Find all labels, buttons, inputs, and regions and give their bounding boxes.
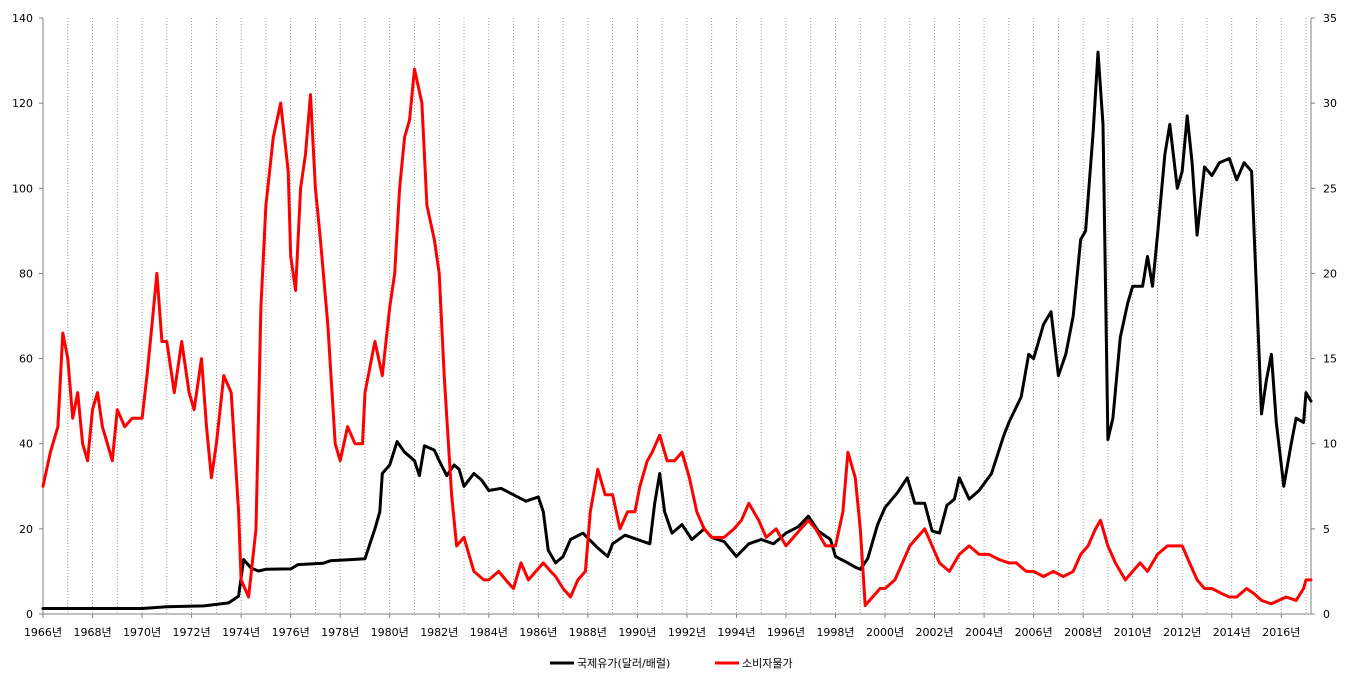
left-tick-label-100: 100 (12, 182, 33, 195)
left-tick-label-80: 80 (19, 267, 33, 280)
x-tick-label-1998: 1998년 (816, 626, 854, 639)
x-tick-labels: 1966년 1968년 1970년 1972년 1974년 1976년 1978년 1980년… (24, 614, 1300, 639)
x-tick-label-1994: 1994년 (717, 626, 755, 639)
x-tick-label-1970: 1970년 (123, 626, 161, 639)
right-tick-label-15: 15 (1323, 353, 1337, 366)
x-tick-label-2006: 2006년 (1015, 626, 1053, 639)
series-line-0 (41, 50, 1313, 610)
x-tick-label-2010: 2010년 (1114, 626, 1152, 639)
series-line-1 (41, 67, 1313, 607)
right-tick-label-25: 25 (1323, 182, 1337, 195)
x-tick-label-1996: 1996년 (767, 626, 805, 639)
right-y-tick-labels: 0 5 10 15 20 25 30 35 (1311, 12, 1337, 621)
x-tick-label-1982: 1982년 (420, 626, 458, 639)
x-tick-label-1968: 1968년 (73, 626, 111, 639)
legend-label-oil: 국제유가(달러/배럴) (577, 657, 670, 670)
x-tick-label-1992: 1992년 (668, 626, 706, 639)
right-tick-label-35: 35 (1323, 12, 1337, 25)
legend-label-cpi: 소비자물가 (742, 657, 793, 670)
x-tick-label-1976: 1976년 (272, 626, 310, 639)
x-tick-label-2000: 2000년 (866, 626, 904, 639)
left-tick-label-40: 40 (19, 438, 33, 451)
x-tick-label-1986: 1986년 (519, 626, 557, 639)
left-tick-label-20: 20 (19, 523, 33, 536)
right-tick-label-0: 0 (1323, 608, 1330, 621)
x-tick-label-2014: 2014년 (1213, 626, 1251, 639)
right-tick-label-20: 20 (1323, 267, 1337, 280)
left-tick-label-120: 120 (12, 97, 33, 110)
series-lines (41, 50, 1313, 610)
left-tick-label-0: 0 (26, 608, 33, 621)
x-tick-label-1978: 1978년 (321, 626, 359, 639)
axes (42, 18, 1312, 615)
x-tick-label-1990: 1990년 (618, 626, 656, 639)
left-tick-label-60: 60 (19, 353, 33, 366)
x-tick-label-2012: 2012년 (1163, 626, 1201, 639)
left-y-tick-labels: 0 20 40 60 80 100 120 140 (12, 12, 43, 621)
x-tick-label-2004: 2004년 (965, 626, 1003, 639)
legend: 국제유가(달러/배럴) 소비자물가 (550, 657, 793, 670)
right-tick-label-10: 10 (1323, 438, 1337, 451)
x-tick-label-1980: 1980년 (371, 626, 409, 639)
x-tick-label-1974: 1974년 (222, 626, 260, 639)
x-tick-label-1972: 1972년 (173, 626, 211, 639)
x-tick-label-2016: 2016년 (1262, 626, 1300, 639)
x-tick-label-1966: 1966년 (24, 626, 62, 639)
vertical-grid (67, 18, 1307, 614)
x-tick-label-1984: 1984년 (470, 626, 508, 639)
x-tick-label-1988: 1988년 (569, 626, 607, 639)
right-tick-label-30: 30 (1323, 97, 1337, 110)
right-tick-label-5: 5 (1323, 523, 1330, 536)
x-tick-label-2002: 2002년 (916, 626, 954, 639)
left-tick-label-140: 140 (12, 12, 33, 25)
x-tick-label-2008: 2008년 (1064, 626, 1102, 639)
